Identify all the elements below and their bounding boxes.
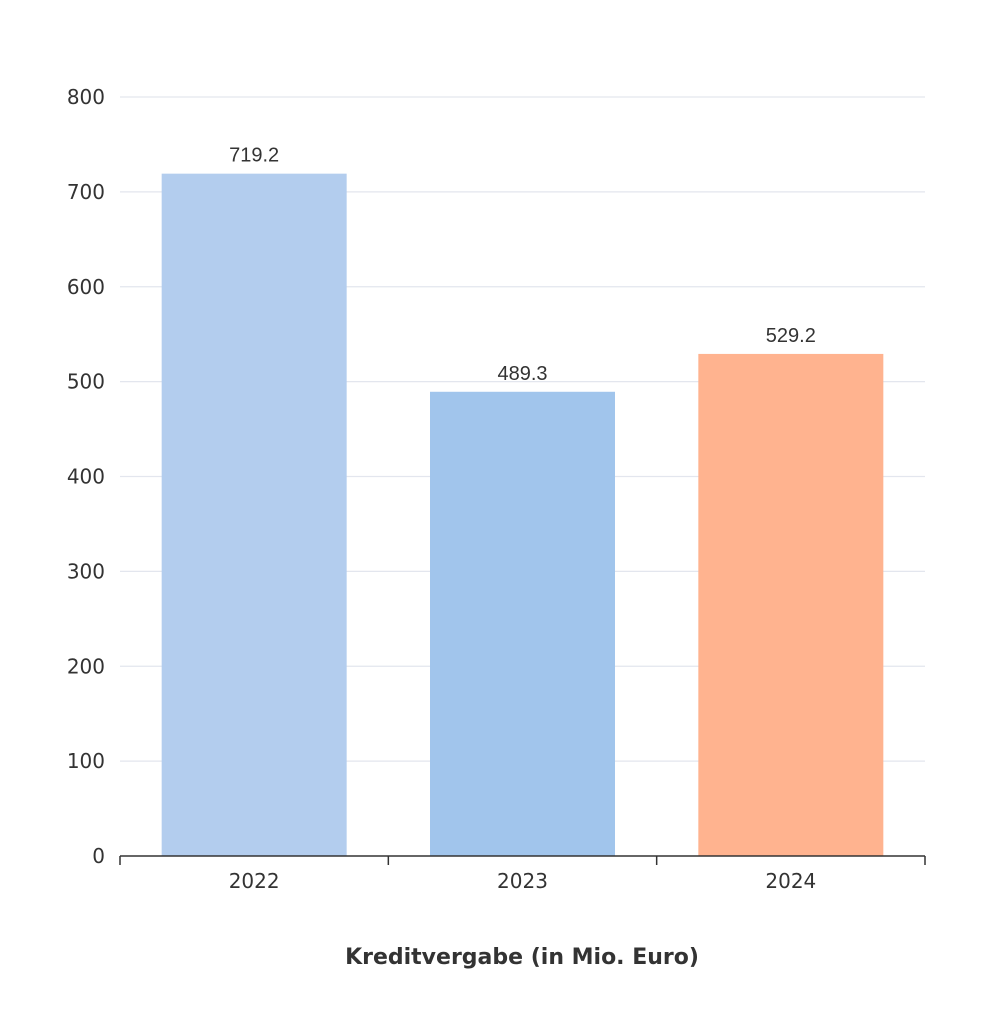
x-axis-title: Kreditvergabe (in Mio. Euro): [345, 945, 699, 970]
y-axis-tick-labels: 0 100 200 300 400 500 600 700 800: [67, 85, 105, 868]
x-tick-label-2022: 2022: [229, 869, 280, 893]
y-tick-label-500: 500: [67, 370, 105, 394]
y-tick-label-300: 300: [67, 559, 105, 583]
bar-2024: [698, 353, 884, 856]
data-label-2023: 489.3: [497, 363, 547, 385]
y-tick-label-400: 400: [67, 465, 105, 489]
data-label-2024: 529.2: [766, 325, 816, 347]
y-tick-label-200: 200: [67, 654, 105, 678]
bars: [161, 173, 884, 856]
bar-2023: [430, 391, 615, 856]
y-tick-label-0: 0: [92, 844, 105, 868]
y-tick-label-700: 700: [67, 180, 105, 204]
x-tick-label-2023: 2023: [497, 869, 548, 893]
data-label-2022: 719.2: [229, 145, 279, 167]
y-tick-label-800: 800: [67, 85, 105, 109]
data-labels: 719.2 489.3 529.2: [229, 145, 816, 385]
y-tick-label-100: 100: [67, 749, 105, 773]
x-axis: 2022 2023 2024: [119, 855, 926, 893]
y-tick-label-600: 600: [67, 275, 105, 299]
x-tick-label-2024: 2024: [765, 869, 816, 893]
bar-2022: [161, 173, 347, 856]
